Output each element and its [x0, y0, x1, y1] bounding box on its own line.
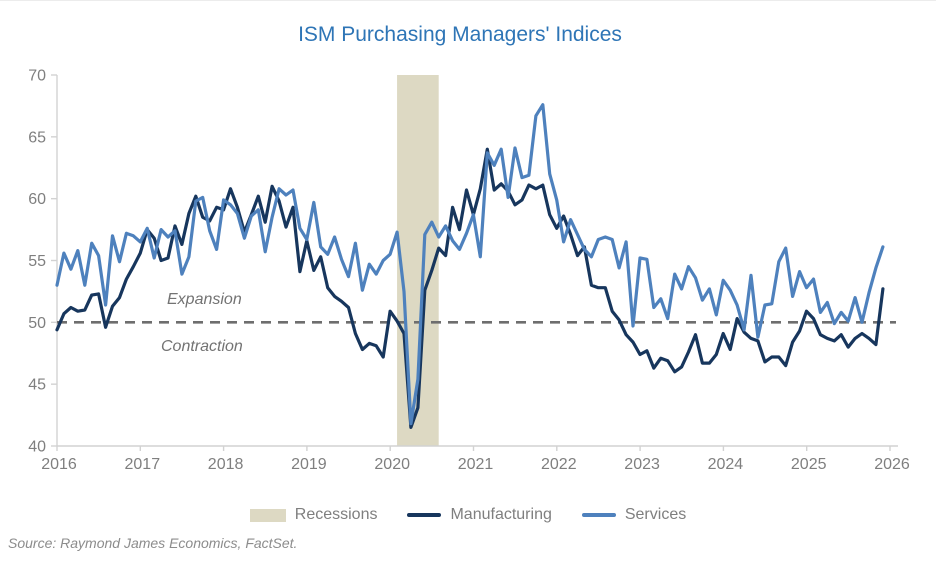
x-axis-tick-label: 2016: [41, 456, 77, 473]
y-axis-tick-label: 70: [28, 68, 46, 85]
x-axis-tick-label: 2021: [458, 456, 494, 473]
contraction-annotation: Contraction: [161, 338, 243, 355]
manufacturing-line: [55, 147, 885, 429]
x-axis-tick-label: 2023: [624, 456, 660, 473]
chart-title: ISM Purchasing Managers' Indices: [298, 23, 622, 46]
x-axis-tick-label: 2019: [291, 456, 327, 473]
x-axis-tick-label: 2024: [708, 456, 744, 473]
legend-label-services: Services: [624, 506, 687, 523]
x-axis-tick-label: 2022: [541, 456, 577, 473]
y-axis-tick-label: 50: [28, 315, 46, 332]
y-axis-tick-label: 40: [28, 439, 46, 456]
y-axis-tick-label: 60: [28, 191, 46, 208]
legend-item-services: Services: [581, 506, 687, 524]
x-axis-tick-label: 2026: [874, 456, 910, 473]
services-swatch: [581, 513, 616, 517]
legend-label-recessions: Recessions: [294, 506, 378, 523]
legend-label-manufacturing: Manufacturing: [450, 506, 552, 523]
legend-item-manufacturing: Manufacturing: [407, 506, 552, 524]
y-axis-tick-label: 65: [28, 129, 46, 146]
x-axis-tick-label: 2017: [125, 456, 161, 473]
services-line: [55, 103, 885, 426]
y-axis-tick-label: 45: [28, 377, 46, 394]
source-note: Source: Raymond James Economics, FactSet…: [8, 535, 298, 551]
x-axis-tick-label: 2018: [208, 456, 244, 473]
x-axis-tick-label: 2020: [374, 456, 410, 473]
y-axis-tick-label: 55: [28, 253, 46, 270]
manufacturing-swatch: [407, 513, 442, 517]
legend-item-recessions: Recessions: [249, 506, 378, 524]
chart-legend: Recessions Manufacturing Services: [0, 506, 936, 524]
expansion-annotation: Expansion: [167, 291, 242, 308]
recessions-swatch: [249, 508, 286, 522]
x-axis-tick-label: 2025: [791, 456, 827, 473]
